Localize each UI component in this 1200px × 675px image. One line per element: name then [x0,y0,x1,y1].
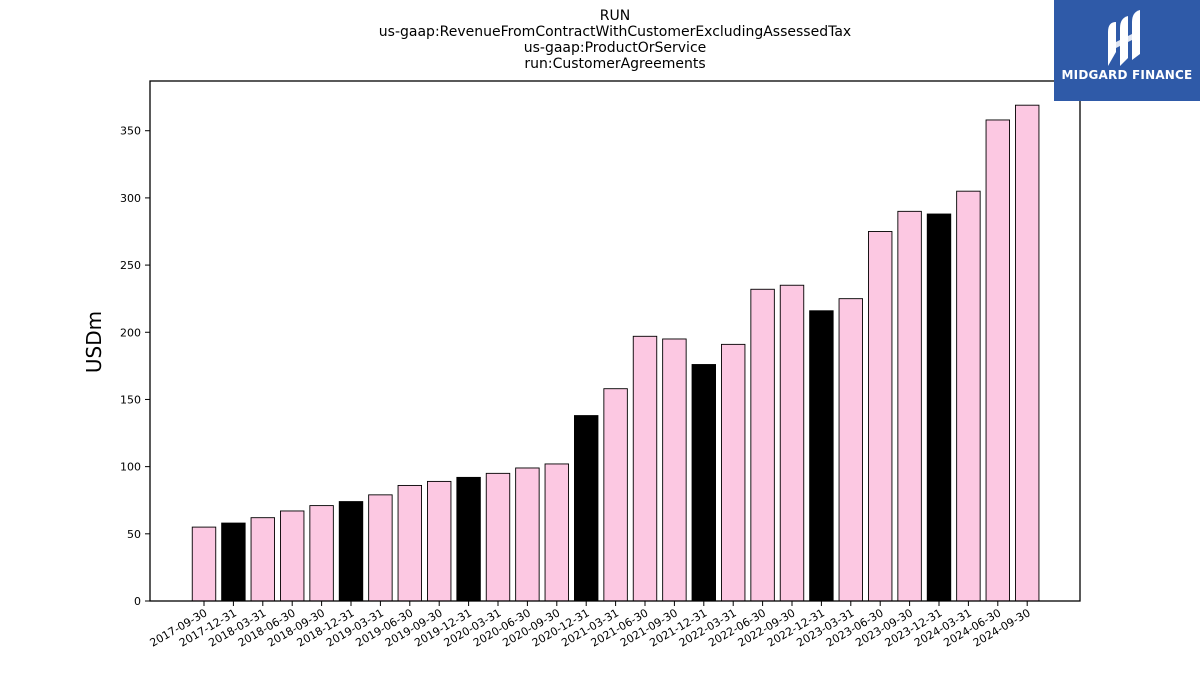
midgard-finance-logo: MIDGARD FINANCE [1054,0,1200,101]
bar-2020-03-31 [485,472,511,602]
y-axis: 0 50 100 150 200 250 300 350 [120,125,150,608]
bar-2017-09-30 [191,526,217,602]
y-tick-label: 150 [120,393,141,406]
y-tick-label: 0 [134,595,141,608]
bar-2020-06-30 [515,467,540,602]
bar-2018-06-30 [280,510,305,602]
bar-2024-03-31 [956,190,981,602]
plot-frame [149,80,1081,602]
bar-2022-06-30 [750,288,775,602]
y-tick-label: 100 [120,461,141,474]
y-tick-label: 250 [120,259,141,272]
y-tick-label: 300 [120,192,141,205]
bar-2019-12-31 [456,476,481,602]
bar-2019-09-30 [427,480,452,602]
bar-2018-03-31 [250,517,276,602]
bar-2019-06-30 [397,484,422,602]
bar-2018-09-30 [309,505,334,602]
title-line-3: us-gaap:ProductOrService [524,40,707,56]
bar-2019-03-31 [368,494,393,602]
chart-title: RUN us-gaap:RevenueFromContractWithCusto… [379,8,851,72]
bar-2023-03-31 [838,298,863,602]
bar-2022-03-31 [721,343,746,602]
y-tick-label: 350 [120,125,141,138]
midgard-finance-logo-icon [1108,10,1140,66]
bar-2021-12-31 [691,364,716,602]
title-line-4: run:CustomerAgreements [524,56,705,72]
y-tick-label: 200 [120,326,141,339]
bar-2023-06-30 [868,231,893,602]
y-axis-label: USDm [82,311,106,373]
bar-2021-06-30 [632,335,658,602]
title-line-1: RUN [600,8,630,24]
bar-2022-12-31 [809,310,834,602]
bar-2020-12-31 [574,415,599,602]
bar-2024-09-30 [1015,104,1040,602]
bars-group [191,104,1040,602]
title-line-2: us-gaap:RevenueFromContractWithCustomerE… [379,24,851,40]
bar-2018-12-31 [338,501,364,602]
bar-2020-09-30 [544,463,569,602]
bar-2021-09-30 [662,338,687,602]
logo-text: MIDGARD FINANCE [1061,68,1193,82]
bar-2024-06-30 [985,119,1010,602]
bar-2022-09-30 [779,284,805,602]
y-tick-label: 50 [127,528,141,541]
bar-2023-12-31 [926,213,952,602]
x-axis: 2017-09-302017-12-312018-03-312018-06-30… [148,601,1033,650]
bar-2017-12-31 [221,522,246,602]
bar-2021-03-31 [603,388,628,602]
bar-2023-09-30 [897,210,922,602]
